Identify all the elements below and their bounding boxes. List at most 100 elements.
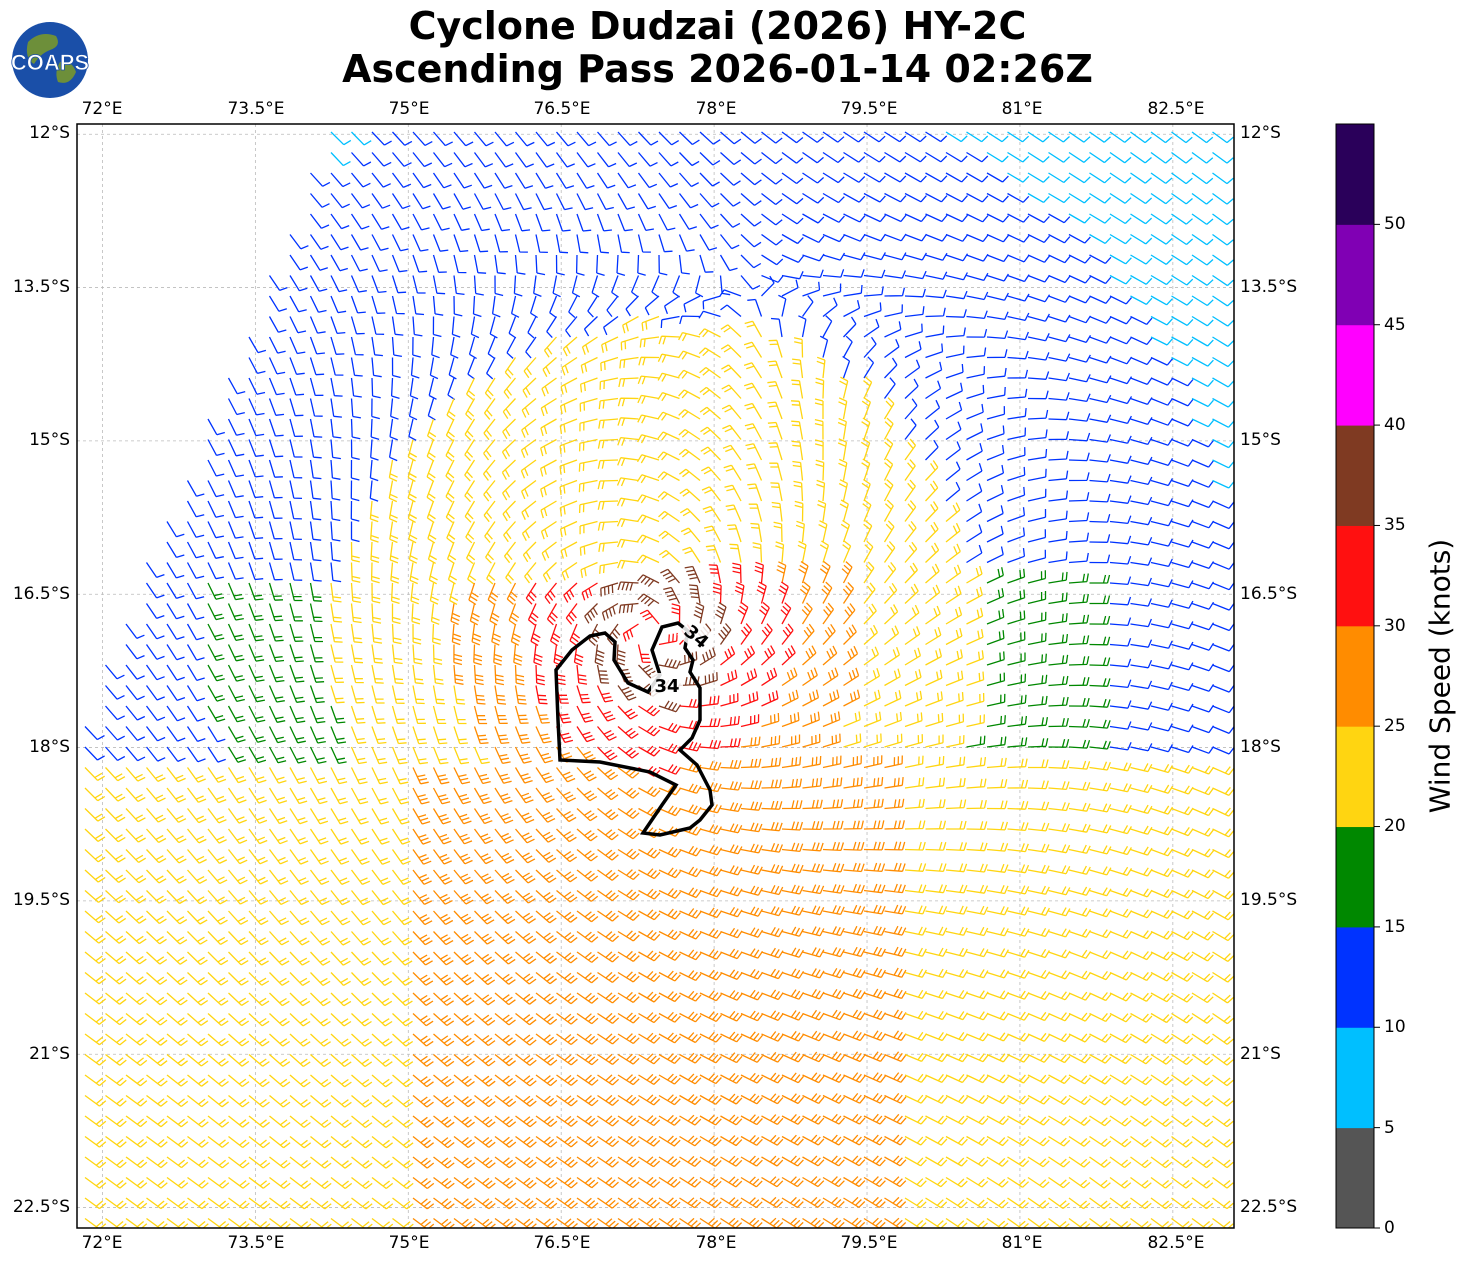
wind-barb: [576, 1033, 599, 1045]
wind-barb: [611, 275, 619, 298]
lat-tick-right: 22.5°S: [1240, 1197, 1298, 1217]
wind-barb: [1130, 151, 1152, 164]
wind-barb: [1109, 783, 1132, 793]
wind-barb: [515, 992, 537, 1005]
wind-barb: [781, 778, 803, 789]
wind-barb: [945, 627, 963, 646]
wind-barb: [289, 1176, 312, 1190]
wind-barb: [617, 930, 640, 942]
wind-barb: [776, 561, 787, 584]
wind-barb: [1171, 131, 1193, 144]
wind-barb: [663, 586, 681, 604]
wind-barb: [483, 418, 496, 441]
wind-barb: [576, 951, 599, 963]
wind-barb: [1068, 512, 1090, 523]
wind-barb: [1089, 719, 1111, 729]
wind-barb: [350, 521, 360, 543]
wind-barb: [837, 417, 847, 440]
wind-barb: [1089, 233, 1112, 244]
wind-barb: [412, 1217, 435, 1228]
wind-barb: [617, 1115, 640, 1127]
wind-barb: [966, 1217, 988, 1228]
wind-barb: [638, 1217, 660, 1228]
wind-barb: [617, 581, 639, 591]
wind-barb: [207, 685, 225, 702]
wind-barb: [207, 705, 226, 723]
wind-barb: [966, 565, 983, 584]
wind-barb: [781, 968, 805, 979]
wind-barb: [1109, 658, 1132, 668]
wind-barb: [658, 970, 681, 982]
wind-barb: [1048, 192, 1071, 204]
wind-barb: [1068, 151, 1091, 163]
wind-barb: [945, 1053, 969, 1063]
wind-barb: [468, 336, 477, 360]
wind-barb: [657, 391, 680, 402]
wind-barb: [330, 685, 345, 704]
wind-barb: [371, 254, 388, 273]
wind-barb: [1109, 233, 1132, 245]
wind-barb: [474, 972, 496, 986]
wind-barb: [843, 192, 866, 203]
wind-barb: [576, 808, 598, 822]
wind-barb: [637, 593, 660, 607]
wind-barb: [815, 377, 825, 399]
wind-barb: [330, 1197, 353, 1210]
wind-barb: [678, 234, 695, 252]
wind-barb: [471, 623, 482, 646]
wind-barb: [740, 714, 760, 728]
wind-barb: [407, 439, 418, 462]
wind-barb: [453, 808, 472, 825]
wind-barb: [617, 889, 640, 901]
wind-barb: [1089, 824, 1112, 834]
wind-barb: [863, 1051, 887, 1063]
wind-barb: [699, 1155, 722, 1167]
wind-barb: [1007, 843, 1029, 853]
wind-barb: [1068, 928, 1092, 938]
wind-barb: [105, 664, 125, 680]
wind-barb: [1089, 355, 1112, 364]
wind-barb: [1068, 274, 1092, 284]
wind-barb: [966, 524, 983, 543]
wind-barb: [904, 583, 919, 604]
wind-barb: [1130, 1197, 1152, 1210]
wind-barb: [966, 799, 987, 810]
wind-barb: [1191, 601, 1215, 610]
wind-barb: [727, 524, 742, 543]
wind-barb: [617, 807, 640, 819]
wind-barb: [945, 947, 968, 958]
wind-barb: [925, 863, 947, 873]
wind-barb: [699, 366, 721, 379]
wind-barb: [473, 172, 493, 189]
wind-barb: [391, 316, 404, 336]
wind-barb: [1089, 295, 1112, 304]
wind-barb: [740, 623, 753, 645]
wind-barb: [843, 925, 866, 936]
wind-barb: [1007, 631, 1026, 646]
wind-barb: [371, 336, 383, 357]
wind-barb: [1068, 802, 1091, 812]
wind-barb: [620, 336, 639, 351]
wind-barb: [1109, 1115, 1132, 1127]
wind-barb: [966, 384, 985, 400]
wind-barb: [597, 1074, 620, 1086]
wind-barb: [125, 746, 146, 762]
wind-barb: [546, 316, 558, 339]
wind-barb: [1150, 951, 1173, 961]
wind-barb: [513, 644, 523, 666]
wind-barb: [863, 689, 881, 707]
wind-barb: [986, 651, 1005, 666]
wind-barb: [637, 213, 655, 232]
wind-barb: [268, 439, 284, 458]
wind-barb: [514, 172, 534, 189]
wind-barb: [597, 1094, 620, 1106]
wind-barb: [986, 757, 1007, 769]
wind-barb: [1130, 557, 1153, 566]
wind-barb: [1027, 1094, 1050, 1105]
wind-barb: [761, 1196, 784, 1208]
wind-barb: [125, 1053, 148, 1067]
wind-barb: [761, 757, 782, 769]
wind-barb: [1089, 657, 1111, 667]
wind-barb: [740, 131, 762, 144]
wind-barb: [966, 650, 984, 666]
